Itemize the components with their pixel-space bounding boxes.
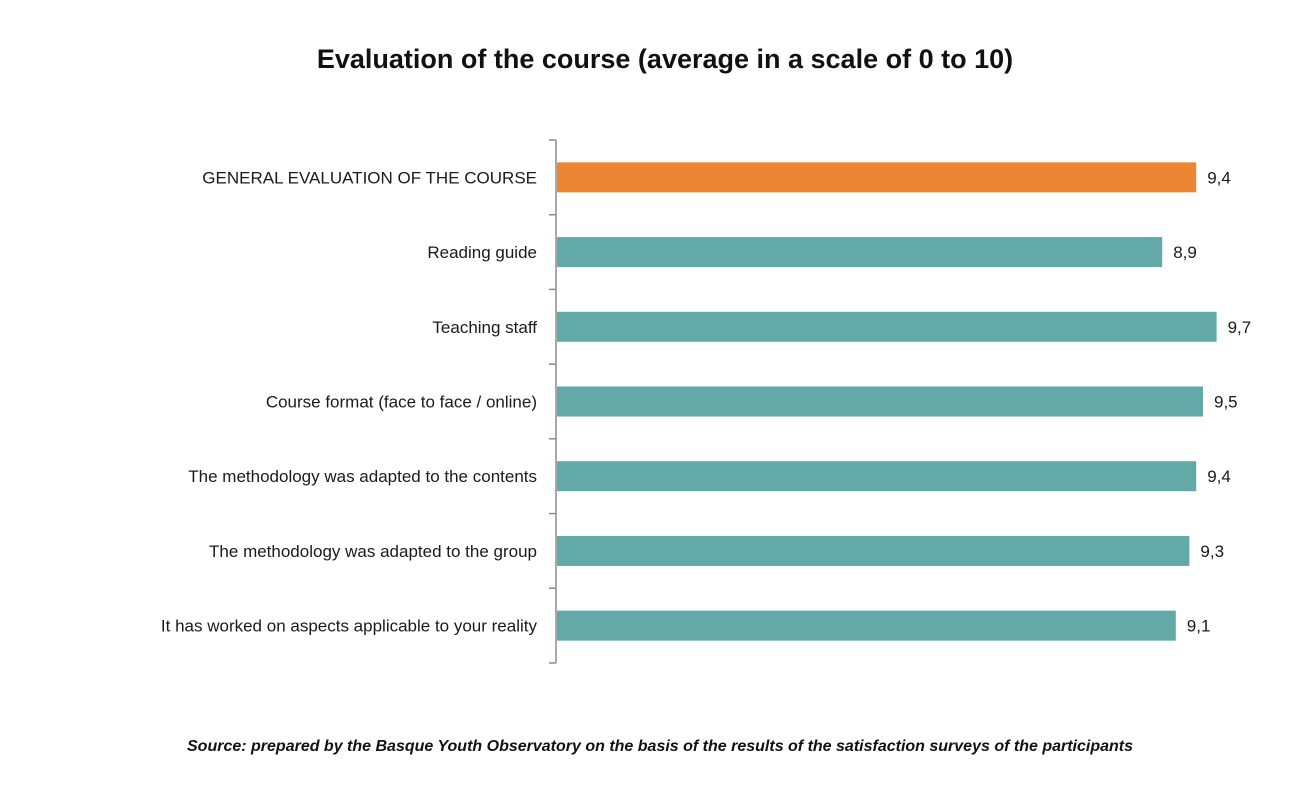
data-label: 9,3 [1200, 542, 1224, 561]
category-label: The methodology was adapted to the group [209, 542, 537, 561]
bar [557, 311, 1217, 342]
category-label: It has worked on aspects applicable to y… [161, 617, 538, 636]
data-label: 9,4 [1207, 168, 1231, 187]
source-note: Source: prepared by the Basque Youth Obs… [187, 738, 1133, 755]
bar [557, 386, 1203, 417]
bar [557, 610, 1176, 641]
category-label: The methodology was adapted to the conte… [188, 467, 537, 486]
category-label: Teaching staff [432, 318, 537, 337]
bar-chart: GENERAL EVALUATION OF THE COURSE Reading … [161, 139, 1251, 664]
category-label: GENERAL EVALUATION OF THE COURSE [202, 168, 537, 187]
data-label: 9,5 [1214, 393, 1238, 412]
value-labels: 9,4 8,9 9,7 9,5 9,4 9,3 9,1 [1173, 168, 1251, 635]
data-label: 9,4 [1207, 467, 1231, 486]
chart-title: Evaluation of the course (average in a s… [316, 44, 1014, 74]
data-label: 9,1 [1187, 617, 1211, 636]
bar [557, 162, 1197, 193]
bars-layer [557, 162, 1217, 641]
bar [557, 461, 1197, 492]
axis-layer [549, 139, 557, 664]
category-label: Course format (face to face / online) [266, 393, 537, 412]
bar [557, 237, 1163, 268]
bar [557, 535, 1190, 566]
category-labels: GENERAL EVALUATION OF THE COURSE Reading … [161, 168, 538, 635]
data-label: 9,7 [1228, 318, 1252, 337]
data-label: 8,9 [1173, 243, 1197, 262]
category-label: Reading guide [427, 243, 537, 262]
